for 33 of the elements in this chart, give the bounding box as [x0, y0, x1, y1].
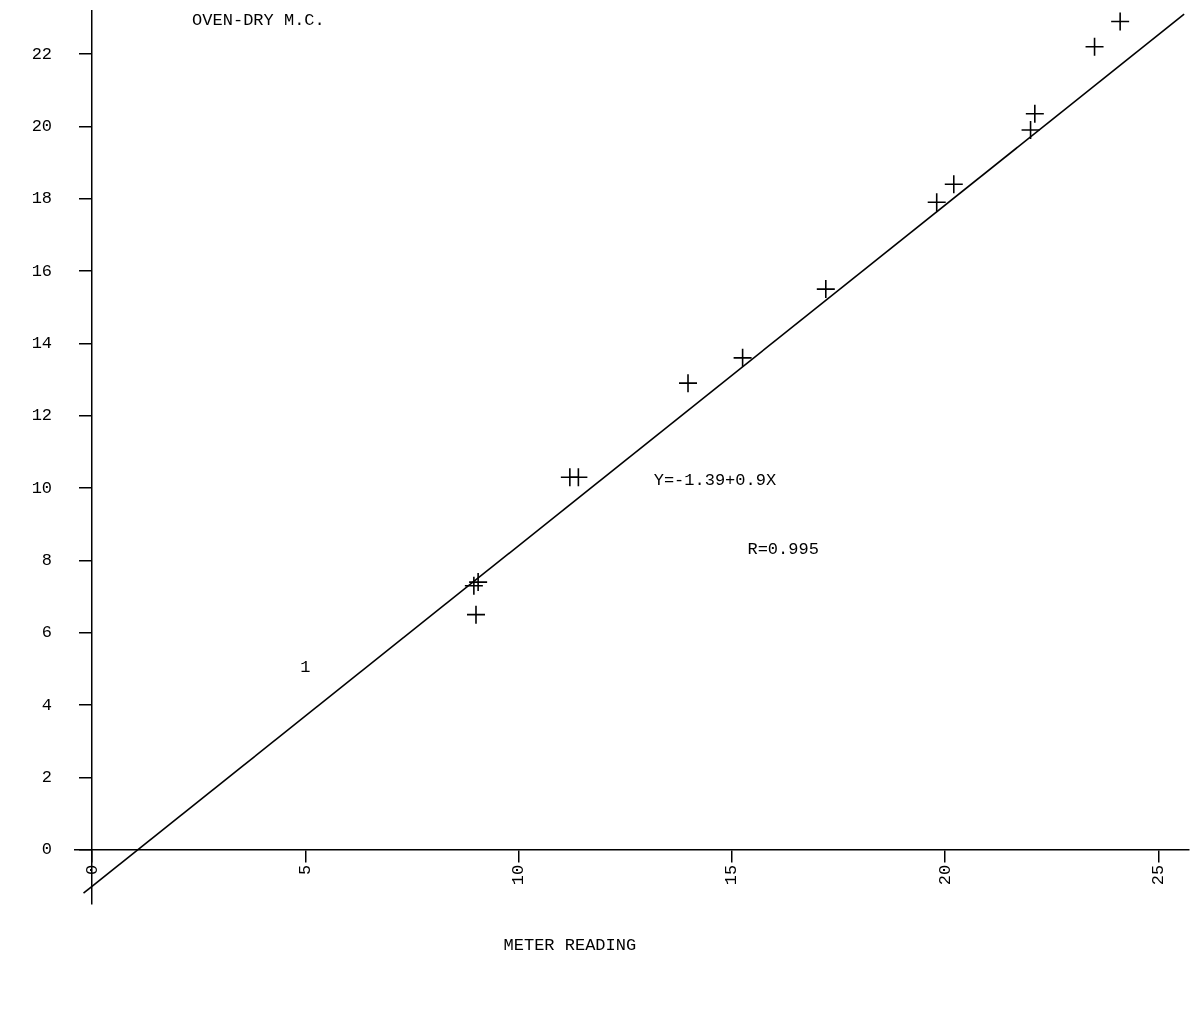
- point: [1020, 120, 1041, 140]
- point: [1084, 36, 1105, 57]
- x-tick-label: 25: [1149, 864, 1169, 886]
- y-tick-label: 0: [41, 840, 53, 860]
- annotation: Y=-1.39+0.9X: [653, 471, 777, 491]
- x-tick-label: 15: [722, 864, 742, 886]
- y-tick-label: 6: [41, 623, 53, 643]
- y-tick-label: 8: [41, 550, 53, 570]
- y-tick-label: 18: [31, 189, 53, 209]
- point: [732, 348, 753, 368]
- x-tick-label: 10: [509, 864, 529, 886]
- y-tick-label: 20: [31, 116, 53, 136]
- x-tick-label: 20: [935, 864, 955, 886]
- point: [678, 373, 698, 393]
- y-tick-label: 14: [31, 333, 53, 353]
- y-axis-title: OVEN-DRY M.C.: [192, 10, 325, 30]
- y-tick-label: 4: [41, 695, 53, 715]
- annotation: R=0.995: [747, 540, 819, 560]
- point: [943, 174, 964, 195]
- y-tick-label: 22: [31, 44, 53, 64]
- annotation: 1: [300, 657, 311, 677]
- point: [816, 279, 836, 299]
- point: [926, 192, 947, 213]
- y-tick-label: 10: [31, 478, 53, 498]
- point: [466, 604, 486, 625]
- y-tick-label: 16: [31, 261, 53, 281]
- x-tick-label: 5: [295, 864, 315, 875]
- point: [568, 467, 589, 487]
- point: [1025, 103, 1045, 124]
- y-tick-label: 12: [31, 406, 53, 426]
- point: [1110, 11, 1130, 32]
- y-tick-label: 2: [41, 767, 53, 787]
- x-axis-title: METER READING: [503, 935, 637, 955]
